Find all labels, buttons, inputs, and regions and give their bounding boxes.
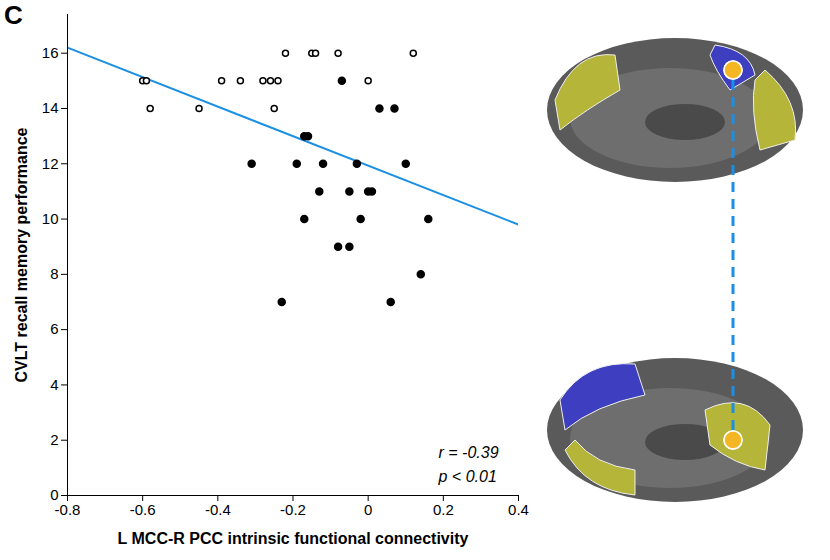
svg-text:-0.6: -0.6 [130, 501, 156, 518]
svg-text:4: 4 [50, 376, 58, 393]
svg-text:0: 0 [364, 501, 372, 518]
svg-text:p < 0.01: p < 0.01 [438, 468, 497, 485]
svg-text:8: 8 [50, 265, 58, 282]
svg-text:2: 2 [50, 431, 58, 448]
svg-text:16: 16 [42, 44, 59, 61]
svg-text:L MCC-R PCC intrinsic function: L MCC-R PCC intrinsic functional connect… [118, 530, 469, 547]
html-text:C: C [4, 0, 23, 30]
svg-text:-0.4: -0.4 [205, 501, 231, 518]
svg-text:CVLT recall memory performance: CVLT recall memory performance [13, 127, 30, 382]
svg-text:r = -0.39: r = -0.39 [439, 444, 499, 461]
svg-text:-0.2: -0.2 [280, 501, 306, 518]
svg-text:10: 10 [42, 210, 59, 227]
svg-text:0.2: 0.2 [433, 501, 454, 518]
svg-text:12: 12 [42, 155, 59, 172]
svg-text:0: 0 [50, 486, 59, 504]
svg-text:-0.8: -0.8 [55, 501, 81, 518]
svg-text:0.4: 0.4 [508, 501, 529, 518]
svg-text:6: 6 [50, 320, 58, 337]
svg-text:14: 14 [42, 99, 59, 116]
